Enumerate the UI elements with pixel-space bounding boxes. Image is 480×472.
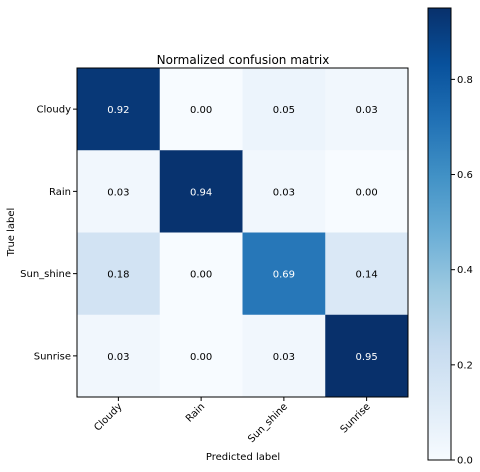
cell-value-label: 0.94 — [190, 187, 212, 198]
heatmap-cell — [325, 150, 409, 233]
x-tick-label: Rain — [184, 401, 207, 424]
colorbar-tick-label: 0.2 — [457, 360, 473, 371]
cell-value-label: 0.69 — [273, 270, 295, 281]
heatmap-cell — [159, 150, 243, 233]
heatmap-cell — [159, 68, 243, 151]
heatmap-cell — [77, 150, 161, 233]
x-tick-label: Cloudy — [92, 401, 124, 433]
cell-value-label: 0.00 — [190, 270, 212, 281]
x-axis-ticks: Cloudy Rain Sun_shine Sunrise — [92, 397, 373, 445]
cell-value-label: 0.14 — [355, 270, 377, 281]
heatmap-cell — [242, 232, 326, 316]
chart-title: Normalized confusion matrix — [157, 53, 330, 67]
y-axis-label: True label — [6, 208, 17, 258]
cell-value-label: 0.00 — [355, 187, 377, 198]
heatmap-cell — [325, 314, 409, 398]
heatmap-cell — [159, 314, 243, 398]
colorbar-ticks: 0.0 0.2 0.4 0.6 0.8 — [451, 75, 473, 467]
cell-value-label: 0.18 — [107, 270, 129, 281]
x-tick-label: Sunrise — [339, 401, 373, 435]
heatmap-cells: 0.92 0.00 0.05 0.03 0.03 0.94 0.03 0.00 0.18 0.00… — [77, 68, 409, 398]
cell-value-label: 0.03 — [273, 352, 295, 363]
cell-value-label: 0.03 — [273, 187, 295, 198]
heatmap-cell — [159, 232, 243, 316]
cell-value-label: 0.03 — [107, 352, 129, 363]
heatmap-cell — [325, 232, 409, 316]
x-axis-label: Predicted label — [206, 452, 280, 463]
colorbar-tick-label: 0.6 — [457, 170, 473, 181]
y-tick-label: Sun_shine — [20, 269, 71, 280]
colorbar — [427, 7, 452, 461]
colorbar-tick-label: 0.8 — [457, 75, 473, 86]
colorbar-tick-label: 0.4 — [457, 265, 473, 276]
y-tick-label: Cloudy — [37, 105, 72, 116]
heatmap-cell — [77, 232, 161, 316]
heatmap-cell — [242, 314, 326, 398]
heatmap-cell — [77, 314, 161, 398]
cell-value-label: 0.05 — [273, 105, 295, 116]
x-tick-label: Sun_shine — [246, 401, 290, 445]
cell-value-label: 0.03 — [107, 187, 129, 198]
y-tick-label: Sunrise — [34, 351, 71, 362]
colorbar-tick-label: 0.0 — [457, 456, 473, 467]
heatmap-cell — [242, 68, 326, 151]
heatmap-cell — [325, 68, 409, 151]
cell-value-label: 0.03 — [355, 105, 377, 116]
y-axis-ticks: Cloudy Rain Sun_shine Sunrise — [20, 105, 77, 362]
y-tick-label: Rain — [49, 187, 71, 198]
cell-value-label: 0.00 — [190, 105, 212, 116]
plot-frame — [76, 67, 409, 398]
cell-value-label: 0.92 — [107, 105, 129, 116]
cell-value-label: 0.00 — [190, 352, 212, 363]
heatmap-cell — [242, 150, 326, 233]
heatmap-cell — [77, 68, 161, 151]
cell-value-label: 0.95 — [355, 352, 377, 363]
